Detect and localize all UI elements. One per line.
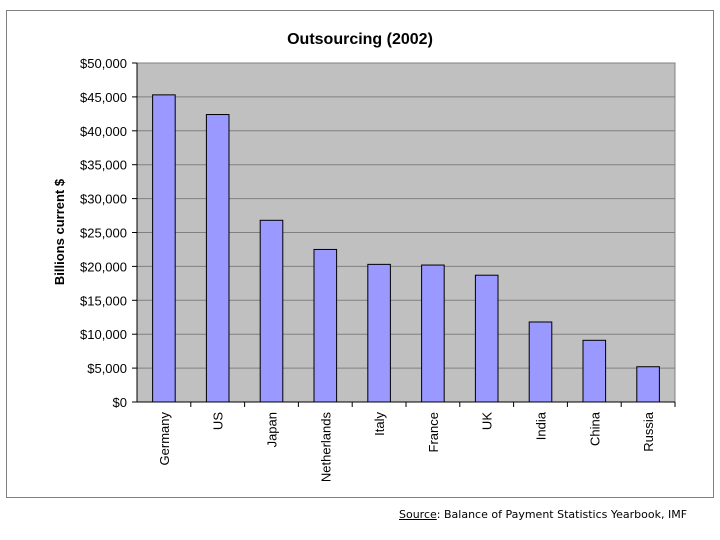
y-tick-label: $5,000 — [87, 361, 127, 376]
source-text: : Balance of Payment Statistics Yearbook… — [436, 508, 688, 521]
x-tick-label: France — [426, 412, 441, 452]
x-tick-label: UK — [480, 412, 495, 430]
source-label: Source — [399, 508, 437, 521]
bar-india — [528, 321, 553, 403]
y-tick-label: $35,000 — [80, 158, 127, 173]
bar-uk — [474, 274, 499, 403]
x-tick-label: India — [534, 411, 549, 440]
bar-russia — [636, 366, 660, 403]
bar-netherlands — [313, 248, 338, 403]
x-tick-label: Netherlands — [318, 412, 333, 483]
x-tick-label: Italy — [372, 412, 387, 436]
x-tick-label: Japan — [265, 412, 280, 447]
y-tick-label: $10,000 — [80, 327, 127, 342]
x-tick-label: Russia — [641, 411, 656, 452]
bar-us — [205, 114, 230, 403]
y-tick-label: $0 — [113, 395, 127, 410]
y-tick-label: $20,000 — [80, 259, 127, 274]
y-tick-label: $25,000 — [80, 226, 127, 241]
y-tick-label: $45,000 — [80, 90, 127, 105]
bar-italy — [367, 263, 391, 403]
bar-china — [582, 339, 607, 403]
bar-germany — [152, 94, 176, 403]
y-tick-label: $50,000 — [80, 56, 127, 71]
bar-japan — [259, 219, 284, 403]
y-axis-label: Billions current $ — [52, 178, 67, 285]
x-tick-label: China — [587, 411, 602, 446]
y-tick-label: $30,000 — [80, 192, 127, 207]
x-tick-label: US — [211, 412, 226, 430]
source-note: Source: Balance of Payment Statistics Ye… — [399, 508, 687, 521]
x-tick-label: Germany — [157, 412, 172, 466]
chart-title: Outsourcing (2002) — [287, 31, 433, 48]
bar-france — [421, 264, 445, 403]
y-tick-label: $40,000 — [80, 124, 127, 139]
y-tick-label: $15,000 — [80, 293, 127, 308]
